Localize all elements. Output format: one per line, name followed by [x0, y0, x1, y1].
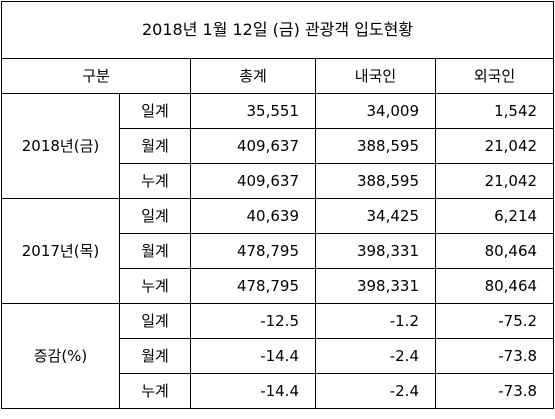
table-row: 2018년(금) 일계 35,551 34,009 1,542	[1, 93, 555, 199]
cell-foreign: 80,464	[434, 268, 555, 304]
cell-domestic: 388,595	[315, 128, 436, 164]
cell-domestic: -2.4	[315, 338, 436, 374]
header-row: 구분 총계 내국인 외국인	[1, 58, 555, 94]
group-label-2017: 2017년(목)	[1, 198, 120, 304]
row-sub-label: 일계	[119, 198, 191, 234]
row-sub-label: 일계	[119, 303, 191, 339]
row-sub-label: 월계	[119, 128, 191, 164]
cell-foreign: -73.8	[434, 338, 555, 374]
header-foreign: 외국인	[434, 58, 555, 94]
cell-foreign: -73.8	[434, 373, 555, 409]
cell-total: 478,795	[190, 233, 316, 269]
table-row: 월계 478,795 398,331 80,464	[2, 233, 555, 269]
cell-foreign: 21,042	[434, 128, 555, 164]
group-label-2018: 2018년(금)	[1, 93, 120, 199]
row-sub-label: 누계	[119, 163, 191, 199]
cell-total: -12.5	[190, 303, 316, 339]
row-sub-label: 누계	[119, 268, 191, 304]
cell-total: 409,637	[190, 163, 316, 199]
cell-domestic: 398,331	[315, 268, 436, 304]
table-row: 월계 -14.4 -2.4 -73.8	[2, 338, 555, 374]
cell-domestic: 388,595	[315, 163, 436, 199]
group-label-change: 증감(%)	[1, 303, 120, 409]
table-row: 2017년(목) 일계 40,639 34,425 6,214	[1, 198, 555, 304]
table-row: 누계 478,795 398,331 80,464	[2, 268, 555, 304]
row-sub-label: 일계	[119, 93, 191, 129]
cell-foreign: 1,542	[434, 93, 555, 129]
row-sub-label: 누계	[119, 373, 191, 409]
cell-domestic: 34,009	[315, 93, 436, 129]
row-sub-label: 월계	[119, 338, 191, 374]
cell-domestic: 34,425	[315, 198, 436, 234]
table-row: 증감(%) 일계 -12.5 -1.2 -75.2	[1, 303, 555, 409]
cell-foreign: 21,042	[434, 163, 555, 199]
cell-total: 409,637	[190, 128, 316, 164]
cell-foreign: 80,464	[434, 233, 555, 269]
header-domestic: 내국인	[315, 58, 436, 94]
cell-total: -14.4	[190, 373, 316, 409]
cell-foreign: -75.2	[434, 303, 555, 339]
title-row: 2018년 1월 12일 (금) 관광객 입도현황	[0, 1, 555, 59]
table-row: 누계 409,637 388,595 21,042	[2, 163, 555, 199]
cell-total: 35,551	[190, 93, 316, 129]
cell-foreign: 6,214	[434, 198, 555, 234]
table-title: 2018년 1월 12일 (금) 관광객 입도현황	[0, 1, 555, 59]
table-row: 누계 -14.4 -2.4 -73.8	[2, 373, 555, 409]
header-category: 구분	[1, 58, 191, 94]
cell-domestic: -2.4	[315, 373, 436, 409]
cell-total: 40,639	[190, 198, 316, 234]
visitor-table: 2018년 1월 12일 (금) 관광객 입도현황 구분 총계 내국인 외국인 …	[0, 1, 555, 409]
table-row: 월계 409,637 388,595 21,042	[2, 128, 555, 164]
row-sub-label: 월계	[119, 233, 191, 269]
header-total: 총계	[190, 58, 316, 94]
cell-domestic: 398,331	[315, 233, 436, 269]
cell-domestic: -1.2	[315, 303, 436, 339]
cell-total: 478,795	[190, 268, 316, 304]
cell-total: -14.4	[190, 338, 316, 374]
